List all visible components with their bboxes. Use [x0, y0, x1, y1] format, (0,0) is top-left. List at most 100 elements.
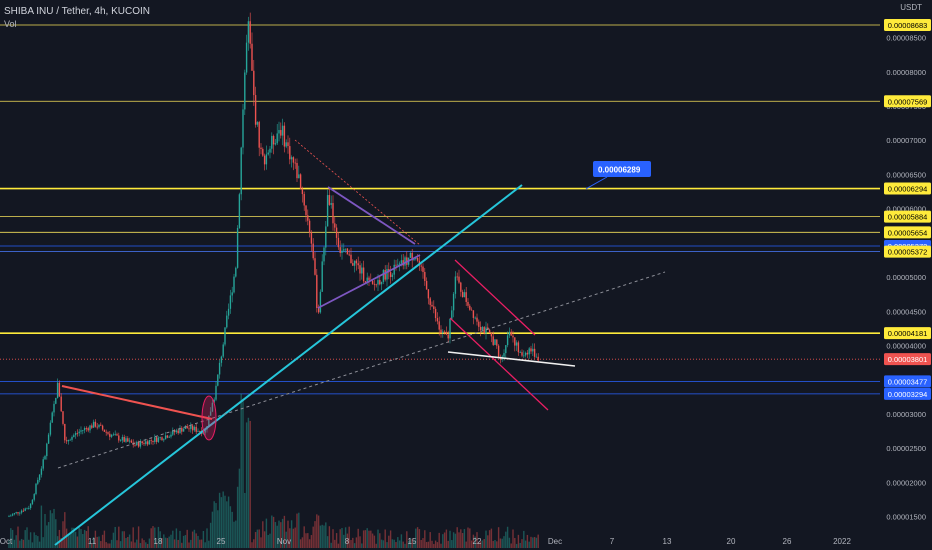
candle-body: [24, 508, 26, 511]
candle-body: [422, 266, 424, 272]
volume-bars: [8, 393, 539, 548]
volume-bar: [83, 529, 86, 548]
trendline-red-dashed[interactable]: [294, 139, 421, 246]
volume-bar: [184, 535, 187, 548]
candle-body: [451, 310, 453, 319]
callout-box[interactable]: [593, 161, 651, 177]
candle-body: [483, 327, 485, 334]
candle-body: [65, 440, 68, 442]
trendline-cyan[interactable]: [54, 184, 523, 546]
volume-bar: [375, 543, 377, 548]
candle-body: [339, 247, 341, 254]
candle-body: [253, 70, 255, 96]
price-tick-label: 0.00007000: [886, 136, 926, 145]
volume-bar: [175, 528, 178, 548]
volume-bar: [476, 532, 478, 548]
volume-bar: [143, 540, 145, 548]
price-badge-label: 0.00005372: [888, 248, 928, 257]
triangle-lower-violet[interactable]: [317, 254, 421, 309]
volume-bar: [425, 542, 428, 548]
candle-body: [245, 42, 248, 73]
volume-bar: [24, 530, 26, 548]
callout-pointer[interactable]: [585, 176, 608, 190]
candle-body: [353, 260, 356, 266]
candle-body: [224, 327, 226, 345]
volume-bar: [238, 468, 241, 548]
volume-bar: [415, 528, 417, 548]
volume-bar: [289, 528, 291, 548]
triangle-upper-violet[interactable]: [327, 186, 416, 245]
volume-bar: [505, 531, 507, 548]
volume-bar: [20, 538, 23, 548]
candle-body: [294, 162, 296, 164]
horizontal-levels[interactable]: [0, 24, 880, 395]
candle-body: [87, 428, 89, 431]
candle-body: [260, 147, 262, 149]
volume-bar: [33, 532, 35, 548]
volume-bar: [467, 527, 469, 548]
candle-body: [325, 226, 327, 248]
candle-body: [350, 254, 352, 264]
candle-body: [217, 374, 219, 386]
candle-body: [292, 157, 295, 163]
candle-body: [308, 220, 311, 233]
price-tick-label: 0.00008500: [886, 34, 926, 43]
volume-bar: [524, 540, 527, 548]
volume-bar: [179, 530, 181, 548]
price-axis[interactable]: 0.000085000.000080000.000075000.00007000…: [886, 34, 926, 522]
volume-bar: [227, 496, 230, 548]
volume-bar: [384, 529, 386, 548]
candle-body: [490, 332, 493, 337]
time-axis[interactable]: Oct 11 18 25 Nov 8 15 22 Dec 7 13 20 26 2022: [0, 537, 851, 546]
time-tick-label: 26: [783, 537, 792, 546]
volume-bar: [332, 529, 334, 548]
candle-body: [375, 284, 377, 286]
volume-bar: [314, 521, 316, 548]
candle-body: [442, 331, 444, 333]
candle-body: [202, 432, 205, 434]
volume-bar: [26, 527, 28, 548]
volume-bar: [222, 491, 224, 548]
volume-bar: [226, 501, 228, 548]
channel-upper-line[interactable]: [454, 259, 536, 336]
volume-bar: [274, 522, 277, 548]
volume-bar: [74, 531, 77, 548]
candle-body: [380, 281, 383, 285]
volume-bar: [49, 510, 52, 548]
candle-body: [278, 130, 280, 134]
candle-body: [449, 318, 451, 339]
candle-body: [434, 308, 437, 319]
volume-bar: [109, 543, 111, 548]
volume-bar: [71, 527, 73, 548]
volume-bar: [260, 537, 262, 548]
triangle-top-line[interactable]: [61, 385, 213, 420]
volume-bar: [388, 535, 390, 548]
candle-body: [229, 295, 232, 309]
volume-bar: [506, 526, 509, 548]
volume-bar: [535, 537, 538, 548]
candle-body: [452, 293, 455, 311]
volume-bar: [166, 538, 169, 548]
candle-body: [130, 440, 133, 443]
channel-lower-line[interactable]: [449, 317, 549, 411]
candle-body: [220, 356, 223, 363]
highlight-ellipse[interactable]: [201, 395, 217, 441]
volume-bar: [204, 542, 206, 548]
volume-bar: [46, 525, 48, 548]
symbol-title[interactable]: SHIBA INU / Tether, 4h, KUCOIN: [4, 6, 150, 17]
volume-bar: [301, 537, 304, 548]
time-tick-label: 20: [727, 537, 736, 546]
candle-body: [391, 274, 394, 277]
candle-body: [94, 421, 97, 427]
volume-bar: [420, 539, 422, 548]
candle-body: [404, 257, 406, 266]
drawings[interactable]: 0.00006289: [54, 139, 666, 546]
volume-bar: [285, 531, 287, 548]
candle-body: [238, 194, 241, 228]
support-line-white[interactable]: [447, 351, 576, 367]
time-tick-label: Oct: [0, 537, 13, 546]
volume-bar: [47, 522, 50, 548]
trendline-dashed[interactable]: [57, 271, 666, 469]
candle-body: [74, 433, 77, 436]
